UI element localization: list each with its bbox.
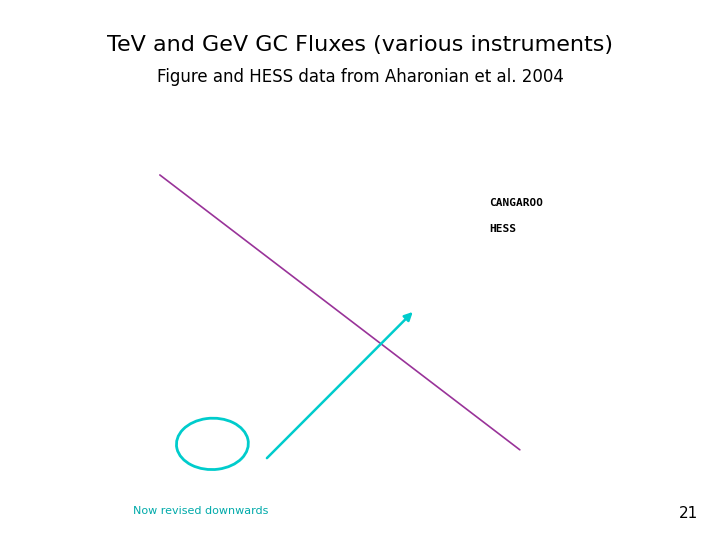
Text: TeV and GeV GC Fluxes (various instruments): TeV and GeV GC Fluxes (various instrumen… — [107, 35, 613, 55]
Text: HESS: HESS — [490, 225, 517, 234]
Text: Figure and HESS data from Aharonian et al. 2004: Figure and HESS data from Aharonian et a… — [156, 68, 564, 85]
Text: CANGAROO: CANGAROO — [490, 198, 544, 207]
Text: Now revised downwards: Now revised downwards — [133, 505, 269, 516]
Text: 21: 21 — [679, 506, 698, 521]
